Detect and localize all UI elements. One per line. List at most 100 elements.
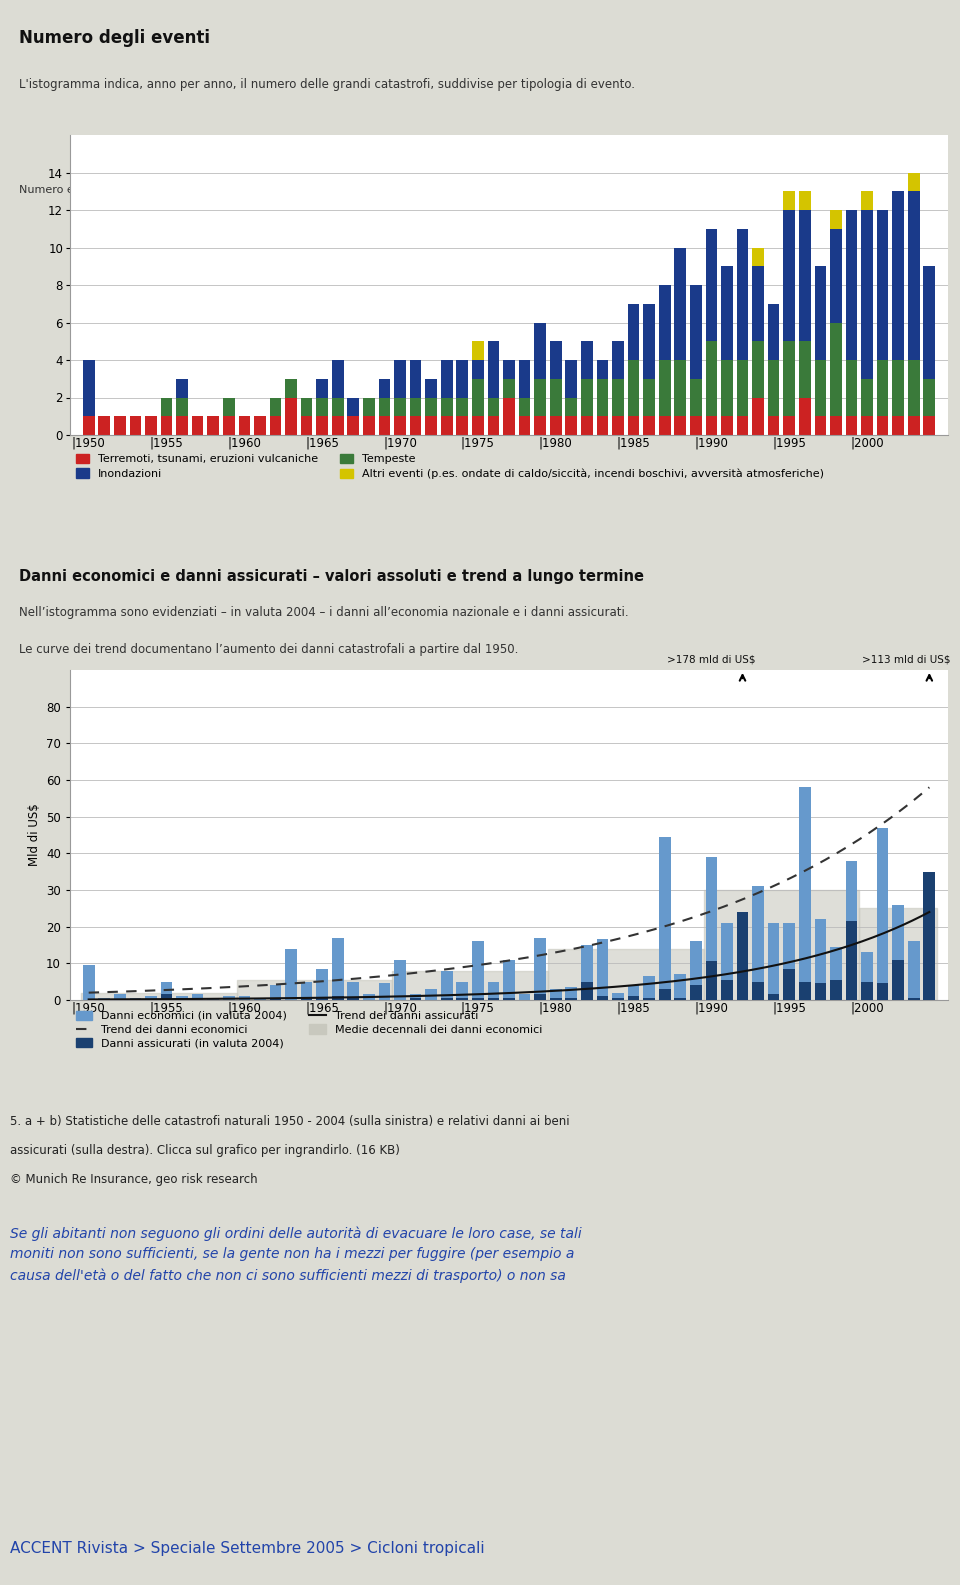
Bar <box>395 417 406 434</box>
Bar <box>363 417 374 434</box>
Bar <box>814 360 827 417</box>
Bar <box>378 417 391 434</box>
Bar <box>207 417 219 434</box>
Bar <box>830 417 842 434</box>
Bar <box>395 398 406 417</box>
Bar <box>410 999 421 1000</box>
Bar <box>768 922 780 1000</box>
Bar <box>472 379 484 417</box>
Bar <box>99 999 110 1000</box>
Bar <box>721 922 732 1000</box>
Bar <box>581 945 592 1000</box>
Bar <box>300 398 312 417</box>
Bar <box>659 417 670 434</box>
Text: L'istogramma indica, anno per anno, il numero delle grandi catastrofi, suddivise: L'istogramma indica, anno per anno, il n… <box>19 78 636 90</box>
Bar <box>472 999 484 1000</box>
Bar <box>721 980 732 1000</box>
Bar <box>799 788 810 1000</box>
Bar <box>876 209 888 360</box>
Bar <box>861 953 873 1000</box>
Bar <box>675 360 686 417</box>
Bar <box>596 360 609 379</box>
Bar <box>238 997 251 1000</box>
Bar <box>768 994 780 1000</box>
Bar <box>425 417 437 434</box>
Bar <box>628 986 639 1000</box>
Bar <box>348 981 359 1000</box>
Bar <box>706 417 717 434</box>
Bar <box>581 379 592 417</box>
Bar <box>861 192 873 209</box>
Bar <box>177 398 188 417</box>
Bar <box>893 905 904 1000</box>
Bar <box>332 398 344 417</box>
Bar <box>503 999 515 1000</box>
Bar <box>768 417 780 434</box>
Bar <box>300 999 312 1000</box>
Bar <box>876 417 888 434</box>
Bar <box>317 379 328 398</box>
Legend: Danni economici (in valuta 2004), Trend dei danni economici, Danni assicurati (i: Danni economici (in valuta 2004), Trend … <box>76 1011 542 1049</box>
Bar <box>612 379 624 417</box>
Bar <box>659 285 670 360</box>
Bar <box>783 968 795 1000</box>
Bar <box>565 987 577 1000</box>
Bar <box>814 984 827 1000</box>
Bar <box>736 417 749 434</box>
Bar <box>550 989 562 1000</box>
Bar <box>706 962 717 1000</box>
Bar <box>799 981 810 1000</box>
Bar <box>596 417 609 434</box>
Bar <box>472 417 484 434</box>
Bar <box>799 192 810 209</box>
Bar <box>332 997 344 1000</box>
Bar <box>410 360 421 398</box>
Bar <box>690 986 702 1000</box>
Bar <box>472 941 484 1000</box>
Bar <box>550 341 562 379</box>
Bar <box>628 304 639 360</box>
Bar <box>721 360 732 417</box>
Bar <box>628 417 639 434</box>
Bar <box>736 360 749 417</box>
Bar <box>581 981 592 1000</box>
Bar <box>348 417 359 434</box>
Bar <box>596 379 609 417</box>
Bar <box>861 417 873 434</box>
Bar <box>160 994 173 1000</box>
Bar <box>488 417 499 434</box>
Bar <box>876 360 888 417</box>
Bar <box>675 999 686 1000</box>
Bar <box>503 959 515 1000</box>
Bar <box>238 417 251 434</box>
Bar <box>223 398 234 417</box>
Bar <box>223 417 234 434</box>
Bar <box>690 417 702 434</box>
Bar <box>846 417 857 434</box>
Bar <box>612 417 624 434</box>
Bar <box>456 999 468 1000</box>
Bar <box>908 999 920 1000</box>
Bar <box>441 999 452 1000</box>
Bar <box>270 417 281 434</box>
Bar <box>285 398 297 434</box>
Bar <box>643 417 655 434</box>
Text: Nell’istogramma sono evidenziati – in valuta 2004 – i danni all’economia naziona: Nell’istogramma sono evidenziati – in va… <box>19 605 629 618</box>
Bar <box>456 981 468 1000</box>
Bar <box>861 209 873 379</box>
Bar <box>893 360 904 417</box>
Bar <box>690 941 702 1000</box>
Bar <box>893 192 904 360</box>
Bar <box>690 285 702 379</box>
Bar <box>425 398 437 417</box>
Bar <box>612 341 624 379</box>
Bar <box>503 398 515 434</box>
Bar <box>254 999 266 1000</box>
Text: >178 mld di US$: >178 mld di US$ <box>667 655 756 664</box>
Bar <box>363 398 374 417</box>
Bar <box>814 417 827 434</box>
Bar <box>518 360 531 398</box>
Bar <box>332 360 344 398</box>
Bar <box>270 398 281 417</box>
Bar <box>690 379 702 417</box>
